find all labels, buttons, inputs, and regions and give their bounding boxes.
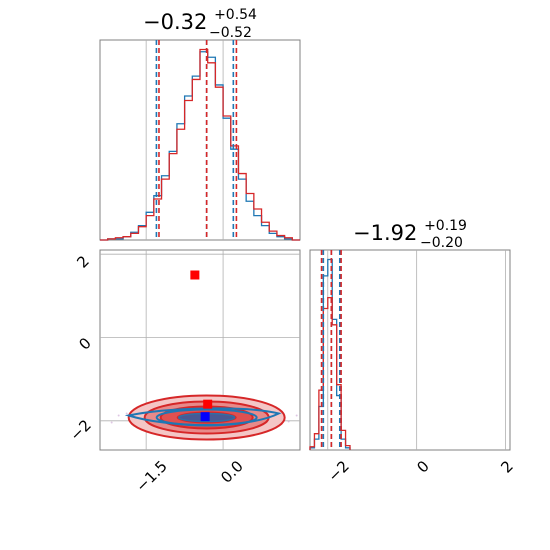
- tick-labels: 2 0 −2 −1.5 0.0 −2 0 2: [66, 252, 516, 495]
- top-left-title-main: −0.32: [143, 10, 207, 34]
- blue-histogram-step: [309, 258, 351, 450]
- red-histogram-step: [100, 48, 300, 241]
- blue-contour-middle: [155, 408, 258, 427]
- bottom-left-scatter-panel: [99, 249, 301, 451]
- scatter-point: [110, 421, 113, 424]
- scatter-point: [295, 414, 298, 417]
- ytick-2: 2: [73, 252, 92, 271]
- bottom-right-title-sup: +0.19: [424, 218, 467, 234]
- blue-square-marker: [200, 412, 210, 422]
- bottom-left-frame: [99, 249, 301, 451]
- xtick-0.0: 0.0: [217, 457, 247, 487]
- xtick-2-right: 2: [497, 457, 516, 476]
- ytick-0: 0: [75, 334, 94, 353]
- top-left-histogram-panel: [99, 39, 301, 241]
- bottom-right-title-main: −1.92: [353, 221, 417, 245]
- top-left-title-sub: −0.52: [209, 25, 252, 41]
- scatter-point: [117, 414, 120, 417]
- xtick-0-right: 0: [413, 457, 432, 476]
- ytick-neg2: −2: [66, 416, 94, 444]
- scatter-point: [287, 420, 290, 423]
- red-square-marker: [190, 270, 200, 280]
- top-left-title-sup: +0.54: [214, 7, 257, 23]
- red-histogram-step: [309, 296, 351, 450]
- top-left-frame: [99, 39, 301, 241]
- bottom-right-histogram-panel: [309, 249, 511, 451]
- top-left-title: −0.32 +0.54: [143, 7, 257, 34]
- xtick-neg1.5: −1.5: [132, 457, 170, 495]
- red-square-marker: [203, 399, 213, 409]
- bottom-right-title: −1.92 +0.19: [353, 218, 467, 245]
- scatter-point: [125, 412, 128, 415]
- bottom-right-frame: [309, 249, 511, 451]
- bottom-right-title-sub: −0.20: [420, 235, 463, 251]
- xtick-neg2-right: −2: [324, 457, 352, 485]
